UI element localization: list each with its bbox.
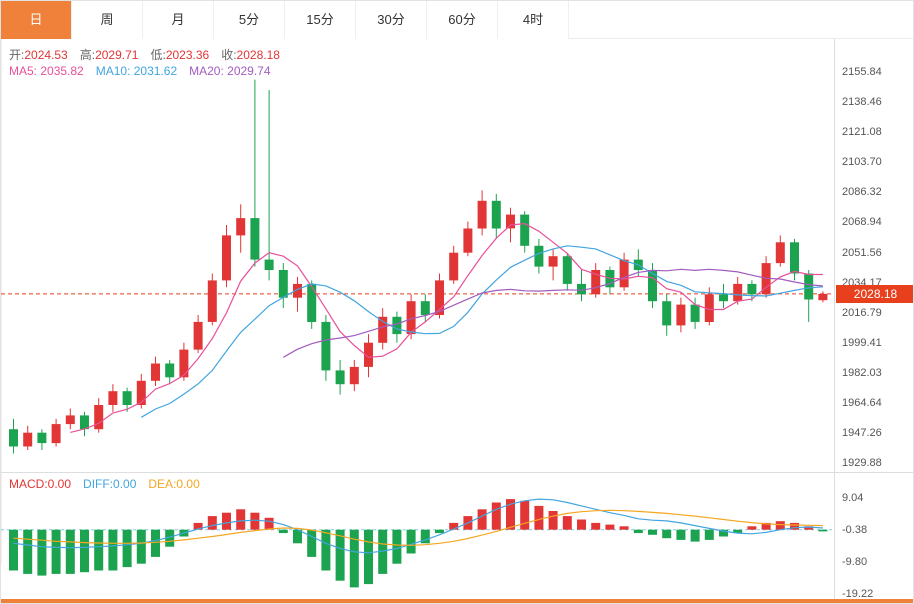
dea-value-legend: DEA:0.00: [148, 477, 200, 491]
ma-legend: MA5: 2035.82 MA10: 2031.62 MA20: 2029.74: [9, 64, 283, 78]
price-axis-label: 1999.41: [842, 336, 882, 349]
ma20-legend: MA20: 2029.74: [189, 64, 271, 78]
diff-value-legend: DIFF:0.00: [83, 477, 137, 491]
current-price-badge: 2028.18: [836, 284, 913, 303]
timeframe-tabbar: 日周月 5分 15分 30分 60分 4时: [1, 1, 913, 39]
price-axis-label: 2121.08: [842, 126, 882, 139]
price-axis-label: 2086.32: [842, 186, 882, 199]
high-label: 高:: [79, 48, 96, 62]
close-label: 收:: [221, 48, 237, 62]
chart-left-border: [1, 1, 2, 564]
price-axis-label: 1929.88: [842, 457, 882, 470]
price-axis-label: 2138.46: [842, 96, 882, 109]
low-value: 2023.36: [165, 48, 210, 62]
price-axis-label: 2155.84: [842, 66, 882, 78]
ohlc-legend: 开:2024.53 高:2029.71 低:2023.36 收:2028.18: [9, 46, 292, 63]
price-axis: 2028.18 2155.84 2138.46 2121.08 2103.70 2086…: [834, 39, 913, 472]
tab-month[interactable]: 月: [143, 1, 214, 39]
open-label: 开:: [9, 48, 25, 62]
open-value: 2024.53: [24, 48, 68, 62]
macd-legend: MACD:0.00 DIFF:0.00 DEA:0.00: [9, 477, 212, 491]
price-axis-label: 1982.03: [842, 366, 882, 379]
close-value: 2028.18: [236, 48, 280, 62]
price-axis-label: 2068.94: [842, 216, 882, 229]
panel-divider: [1, 472, 913, 473]
tab-5min[interactable]: 5分: [214, 1, 285, 39]
ma20-line: [283, 268, 823, 358]
low-label: 低:: [150, 48, 166, 62]
tab-30min[interactable]: 30分: [356, 1, 427, 39]
tab-4hour[interactable]: 4时: [498, 1, 569, 39]
macd-value-legend: MACD:0.00: [9, 477, 72, 491]
price-axis-label: 2051.56: [842, 246, 882, 259]
macd-axis-label: -19.22: [842, 588, 874, 600]
macd-axis-label: -0.38: [842, 524, 868, 536]
high-value: 2029.71: [95, 48, 139, 62]
macd-chart[interactable]: [1, 473, 834, 602]
macd-axis: 9.04 -0.38 -9.80 -19.22: [834, 473, 913, 602]
tab-60min[interactable]: 60分: [427, 1, 498, 39]
macd-histogram: [9, 499, 828, 588]
diff-line: [13, 498, 823, 554]
macd-axis-label: 9.04: [842, 492, 864, 504]
price-axis-label: 1947.26: [842, 427, 882, 439]
ma5-line: [70, 222, 823, 433]
price-axis-label: 2103.70: [842, 156, 882, 169]
ma10-line: [140, 245, 823, 418]
tab-week[interactable]: 周: [72, 1, 143, 39]
dea-line: [13, 509, 823, 546]
price-axis-label: 1964.64: [842, 396, 882, 409]
ma10-legend: MA10: 2031.62: [95, 64, 178, 78]
footer-accent-bar: [1, 599, 913, 603]
tab-15min[interactable]: 15分: [285, 1, 356, 39]
candles: [9, 79, 828, 454]
price-axis-label: 2016.79: [842, 306, 882, 319]
candlestick-chart[interactable]: [1, 39, 834, 473]
tab-day[interactable]: 日: [1, 1, 72, 39]
ma5-legend: MA5: 2035.82: [9, 64, 84, 78]
macd-axis-label: -9.80: [842, 556, 868, 568]
